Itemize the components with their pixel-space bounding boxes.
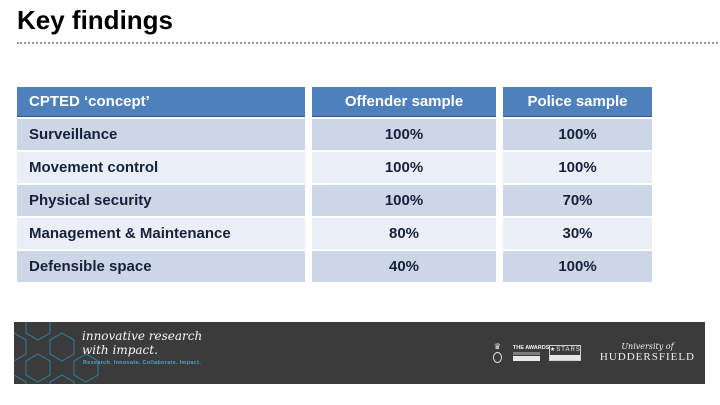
footer-tagline-line2: with impact. <box>82 342 158 357</box>
table-cell-concept: Surveillance <box>17 119 305 150</box>
university-logo-line2: HUDDERSFIELD <box>599 351 695 363</box>
qs-stars-label: ★STARS <box>549 347 581 353</box>
footer-logos: ♛ THE AWARDS ★STARS University of HUDDER… <box>491 322 695 384</box>
table-cell-police: 70% <box>503 185 652 216</box>
hexagon-pattern-icon <box>14 322 99 384</box>
table-cell-police: 100% <box>503 152 652 183</box>
footer-tagline-line1: innovative research <box>82 329 203 343</box>
table-header-offender: Offender sample <box>312 87 496 117</box>
table-cell-police: 100% <box>503 119 652 150</box>
qs-stars-band <box>549 355 580 360</box>
table-cell-police: 30% <box>503 218 652 249</box>
table-header-police: Police sample <box>503 87 652 117</box>
queens-award-icon: ♛ <box>491 343 504 363</box>
university-logo-line1: University of <box>621 342 674 351</box>
table-cell-offender: 40% <box>312 251 496 282</box>
table-cell-offender: 100% <box>312 185 496 216</box>
the-awards-logo: THE AWARDS <box>512 345 550 361</box>
table-cell-concept: Physical security <box>17 185 305 216</box>
table-cell-offender: 100% <box>312 119 496 150</box>
table-cell-offender: 100% <box>312 152 496 183</box>
page-title: Key findings <box>17 5 174 35</box>
footer-tagline-sub: Research. Innovate. Collaborate. Impact. <box>83 360 202 366</box>
the-awards-winner-bar <box>512 356 540 361</box>
qs-stars-logo: ★STARS <box>548 345 581 361</box>
the-awards-label: THE AWARDS <box>512 345 550 351</box>
crown-icon: ♛ <box>493 342 501 351</box>
footer-tagline: innovative research with impact. <box>82 329 203 357</box>
university-logo: University of HUDDERSFIELD <box>600 342 695 364</box>
findings-table: CPTED ‘concept’ Offender sample Police s… <box>17 87 652 282</box>
table-header-concept: CPTED ‘concept’ <box>17 87 305 117</box>
table-cell-police: 100% <box>503 251 652 282</box>
the-awards-subline <box>512 352 540 355</box>
table-cell-concept: Movement control <box>17 152 305 183</box>
footer-bar: innovative research with impact. Researc… <box>14 322 705 384</box>
table-cell-concept: Management & Maintenance <box>17 218 305 249</box>
table-cell-concept: Defensible space <box>17 251 305 282</box>
table-cell-offender: 80% <box>312 218 496 249</box>
title-divider <box>17 42 718 44</box>
crest-oval-icon <box>492 352 502 363</box>
